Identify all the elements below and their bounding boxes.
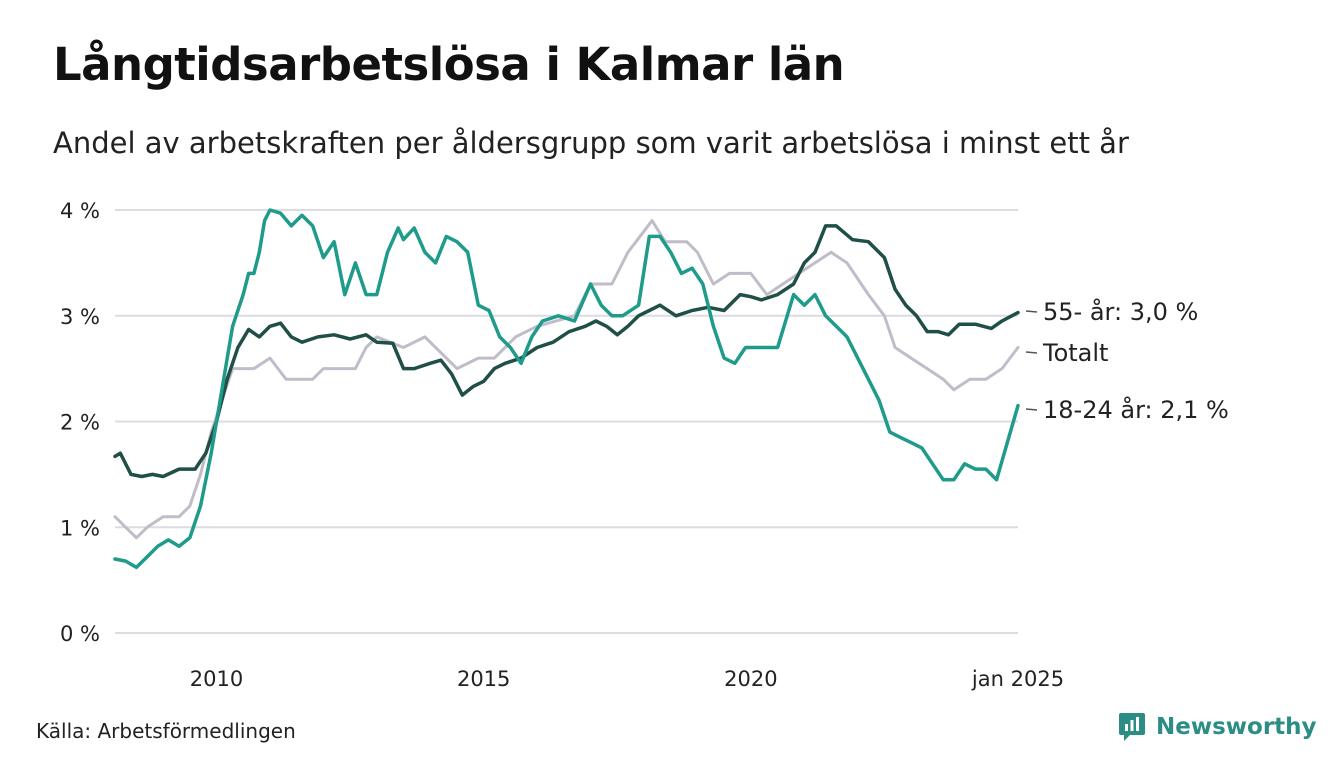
brand-logo: Newsworthy [1118,712,1317,742]
end-label-connector [1025,351,1038,354]
page-title: Långtidsarbetslösa i Kalmar län [53,38,845,91]
newsworthy-logo-icon [1119,713,1145,741]
series-end-labels: Totalt 55- år: 3,0 % 18-24 år: 2,1 % [1025,297,1229,424]
line-chart: 0 % 1 % 2 % 3 % 4 % 2010 2015 2020 jan 2025 Tot… [60,199,1229,691]
series-line-55-r [113,224,1020,479]
series-end-label: Totalt [1042,339,1108,367]
y-tick-label: 2 % [60,411,100,435]
y-tick-label: 4 % [60,199,100,223]
brand-name: Newsworthy [1156,714,1317,740]
end-label-connector [1025,408,1038,411]
series-line-18-24-r [113,208,1020,570]
chart-subtitle: Andel av arbetskraften per åldersgrupp s… [53,126,1129,160]
y-tick-label: 0 % [60,622,100,646]
x-tick-label: 2015 [457,667,510,691]
grid-lines [115,209,1018,634]
y-tick-label: 3 % [60,305,100,329]
series-end-label: 18-24 år: 2,1 % [1043,395,1229,424]
x-tick-label: jan 2025 [971,667,1064,691]
source-note: Källa: Arbetsförmedlingen [36,719,296,743]
series-end-label: 55- år: 3,0 % [1043,297,1198,326]
series-line-totalt [113,219,1020,540]
x-tick-label: 2020 [724,667,777,691]
series-lines [113,208,1020,570]
x-axis-ticks: 2010 2015 2020 jan 2025 [190,667,1064,691]
end-label-connector [1025,310,1038,313]
y-tick-label: 1 % [60,516,100,540]
y-axis-ticks: 0 % 1 % 2 % 3 % 4 % [60,199,100,646]
x-tick-label: 2010 [190,667,243,691]
